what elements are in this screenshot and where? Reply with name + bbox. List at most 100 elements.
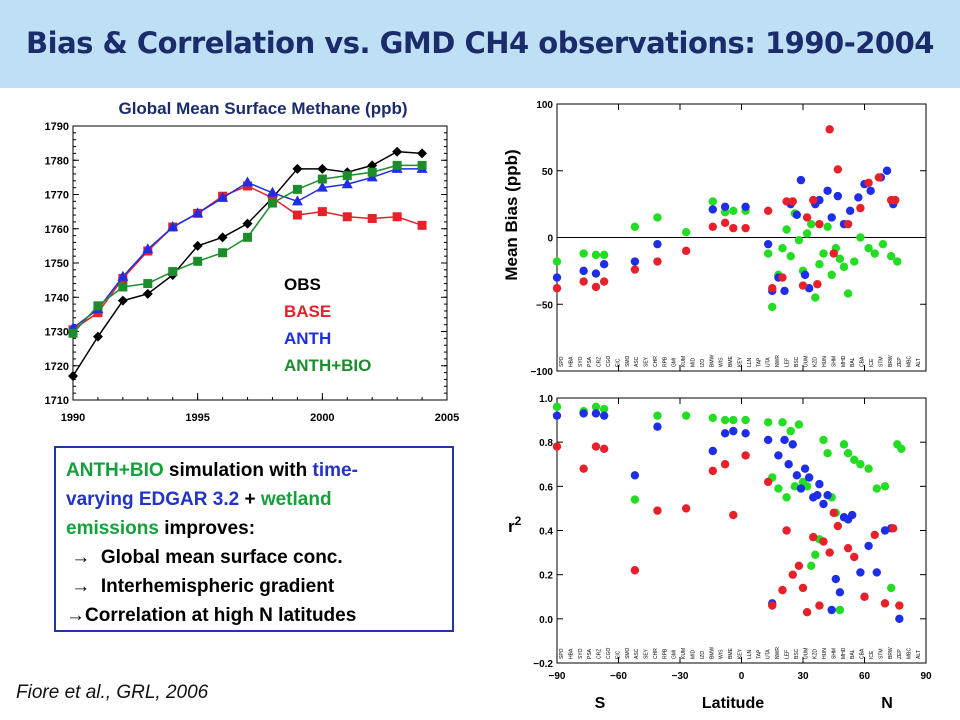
site-label: LLN: [747, 649, 753, 659]
scatter-point-base: [591, 442, 601, 451]
site-label: ICE: [869, 650, 875, 659]
y-tick-label: 1770: [45, 190, 69, 202]
scatter-point-anth: [630, 471, 640, 480]
scatter-point-base: [552, 284, 562, 293]
summary-item-text: Interhemispheric gradient: [100, 576, 335, 597]
scatter-point-anth: [819, 499, 828, 509]
data-point: [317, 163, 328, 174]
site-label: WIS: [719, 357, 725, 367]
data-point: [117, 270, 129, 281]
scatter-point-base: [708, 222, 717, 232]
scatter-point-anth: [823, 490, 832, 500]
scatter-point-anth: [792, 210, 802, 220]
site-label: CRZ: [597, 357, 603, 367]
scatter-point-anth-bio: [763, 418, 773, 427]
site-label: KEY: [738, 356, 744, 367]
scatter-point-anth-bio: [708, 197, 717, 206]
arrow-right-icon: →: [71, 547, 91, 568]
scatter-point-base: [850, 552, 859, 562]
site-label: MID: [691, 357, 697, 367]
scatter-point-anth: [833, 191, 843, 201]
data-point: [392, 160, 402, 170]
plot-frame: [556, 397, 927, 664]
scatter-point-anth: [599, 411, 609, 420]
scatter-point-anth-bio: [782, 225, 791, 234]
site-label: CGO: [606, 648, 612, 660]
y-tick-label: 0.8: [539, 438, 553, 449]
site-label: HUN: [822, 648, 828, 659]
summary-line-3: emissions improves:: [66, 514, 442, 543]
summary-plus: +: [239, 489, 261, 510]
x-axis-label: Latitude: [702, 695, 764, 712]
site-label: SMO: [625, 356, 631, 368]
scatter-point-base: [829, 508, 838, 518]
site-label: UTA: [766, 649, 772, 659]
scatter-point-anth-bio: [782, 493, 791, 502]
scatter-point-anth-bio: [856, 460, 865, 469]
scatter-point-anth: [630, 257, 640, 266]
data-point: [243, 232, 253, 242]
scatter-point-base: [599, 277, 609, 286]
y-tick-label: 1780: [45, 155, 69, 167]
scatter-point-base: [825, 125, 834, 134]
scatter-point-anth-bio: [886, 583, 896, 593]
site-label: BAL: [850, 357, 856, 367]
site-label: ZEP: [897, 357, 903, 367]
scatter-point-anth-bio: [741, 415, 750, 425]
site-label: WIS: [719, 649, 725, 659]
scatter-point-anth: [800, 464, 810, 473]
scatter-point-anth-bio: [864, 243, 873, 253]
scatter-point-anth: [872, 568, 881, 577]
data-point: [267, 193, 277, 203]
site-label: GMI: [672, 650, 678, 659]
y-tick-label: 1790: [45, 121, 69, 133]
data-point: [93, 301, 103, 311]
site-label: CBA: [860, 356, 866, 367]
scatter-point-anth-bio: [720, 415, 730, 425]
site-label: BRW: [888, 355, 894, 367]
data-point: [267, 198, 277, 208]
scatter-point-anth-bio: [552, 402, 562, 412]
scatter-point-anth-bio: [839, 440, 849, 449]
scatter-point-base: [741, 223, 750, 233]
summary-edgar: varying EDGAR 3.2: [66, 489, 240, 510]
scatter-point-anth: [823, 186, 832, 195]
scatter-point-anth: [788, 440, 797, 449]
x-tick-label: 30: [797, 671, 809, 682]
scatter-point-anth: [845, 206, 855, 215]
scatter-point-base: [895, 601, 904, 610]
scatter-point-anth-bio: [878, 239, 888, 249]
scatter-point-base: [630, 566, 640, 575]
scatter-point-base: [813, 280, 822, 289]
chart-title: Global Mean Surface Methane (ppb): [118, 99, 407, 118]
scatter-point-base: [864, 178, 873, 187]
site-label: GMI: [672, 358, 678, 367]
scatter-point-anth: [856, 568, 865, 577]
scatter-point-anth-bio: [630, 495, 640, 504]
data-point: [266, 186, 278, 197]
scatter-point-anth: [552, 411, 562, 420]
scatter-point-base: [720, 460, 730, 469]
site-label: CBA: [860, 648, 866, 659]
scatter-point-anth-bio: [886, 251, 896, 261]
scatter-point-anth-bio: [807, 219, 816, 229]
series-line-base: [72, 185, 423, 331]
site-label: RPB: [662, 356, 668, 367]
data-point: [392, 146, 403, 157]
scatter-point-anth: [835, 588, 845, 597]
scatter-point-anth-bio: [819, 435, 828, 445]
y-tick-label: 0.4: [539, 527, 553, 538]
summary-item-text: Global mean surface conc.: [100, 547, 343, 568]
site-label: PSA: [587, 648, 593, 659]
site-label: UUM: [803, 648, 809, 659]
data-point: [192, 240, 203, 251]
site-label: KUM: [681, 648, 687, 659]
site-label: HBA: [568, 648, 574, 659]
correlation-chart: −0.2 0.0 0.2 0.4 0.6 0.8 1.0 SPO HBA SYO PSA CRZ CGO…: [508, 394, 932, 712]
summary-item-1: → Global mean surface conc.: [66, 543, 442, 572]
scatter-point-anth: [599, 260, 609, 269]
site-label: ALT: [916, 358, 922, 367]
x-tick-label: 90: [920, 671, 932, 682]
scatter-point-anth: [708, 205, 717, 214]
data-point: [68, 371, 78, 382]
